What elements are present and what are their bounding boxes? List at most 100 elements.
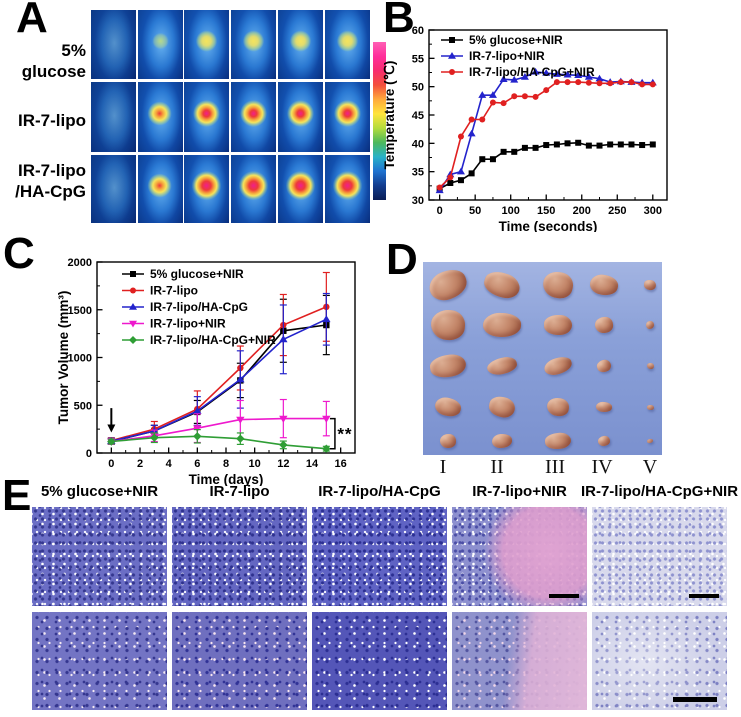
scale-bar [673, 697, 717, 702]
thermal-row-label: 5% glucose [21, 41, 86, 81]
tumor-specimen [428, 352, 468, 380]
thermal-image [91, 155, 136, 223]
scale-bar [689, 594, 719, 598]
svg-text:**: ** [337, 425, 352, 444]
thermal-image [137, 155, 183, 223]
thermal-image [277, 10, 323, 79]
legend-item: IR-7-lipo [150, 284, 198, 298]
scale-bar [549, 594, 579, 598]
thermal-image [324, 82, 370, 152]
panel-e-label: E [2, 471, 32, 520]
tumor-specimen [491, 433, 513, 449]
svg-text:300: 300 [644, 205, 662, 217]
svg-text:35: 35 [412, 167, 424, 179]
tumor-specimen [643, 279, 657, 291]
svg-text:200: 200 [573, 205, 591, 217]
svg-text:40: 40 [412, 138, 424, 150]
histology-image [592, 507, 727, 606]
thermal-row-label: IR-7-lipo [18, 111, 86, 130]
tumor-specimen [487, 394, 517, 420]
tumor-specimen [481, 268, 523, 302]
thermal-image [184, 10, 230, 79]
histology-image [592, 612, 727, 710]
tumor-specimen [543, 314, 573, 336]
tumor-specimen [545, 396, 571, 418]
svg-text:12: 12 [277, 458, 289, 470]
tumor-specimen [544, 431, 572, 451]
histology-image [32, 507, 167, 606]
thermal-image [184, 155, 230, 223]
tumor-specimen [595, 401, 613, 413]
roman-numeral-label: II [490, 456, 504, 478]
svg-text:1500: 1500 [68, 305, 92, 317]
svg-text:IR-7-lipo+NIR: IR-7-lipo+NIR [469, 49, 545, 63]
legend-item: 5% glucose+NIR [150, 267, 244, 281]
svg-text:50: 50 [412, 82, 424, 94]
thermal-image [137, 10, 183, 79]
roman-numeral-label: III [545, 456, 565, 478]
thermal-image [277, 82, 323, 152]
tumor-specimen [595, 358, 613, 374]
svg-text:6: 6 [194, 458, 200, 470]
thermal-image [324, 155, 370, 223]
tumor-specimen [588, 272, 620, 298]
histology-image [172, 612, 307, 710]
svg-text:45: 45 [412, 110, 424, 122]
svg-text:4: 4 [166, 458, 173, 470]
panel-a-label: A [16, 0, 48, 42]
svg-text:2: 2 [137, 458, 143, 470]
svg-text:14: 14 [306, 458, 319, 470]
histology-overlay [452, 612, 587, 710]
histology-header: IR-7-lipo/HA-CpG [318, 483, 441, 500]
svg-text:Time (days): Time (days) [189, 472, 264, 486]
roman-numeral-label: IV [591, 456, 613, 478]
thermal-image [324, 10, 370, 79]
histology-overlay [452, 507, 587, 606]
svg-text:55: 55 [412, 53, 424, 65]
tumor-specimen [542, 354, 574, 378]
temperature-chart: 0 50 100 150 200 250 300 30 35 40 45 50 55 60 Time (se… [382, 25, 668, 232]
svg-text:IR-7-lipo/HA-CpG+NIR: IR-7-lipo/HA-CpG+NIR [150, 333, 276, 347]
svg-text:10: 10 [249, 458, 261, 470]
histology-header: IR-7-lipo/HA-CpG+NIR [580, 483, 739, 500]
thermal-image [231, 10, 277, 79]
histology-image [312, 507, 447, 606]
svg-text:IR-7-lipo/HA-CpG: IR-7-lipo/HA-CpG [150, 300, 248, 314]
histology-image [452, 612, 587, 710]
thermal-image [277, 155, 323, 223]
roman-numeral-label: V [642, 456, 658, 478]
thermal-image [137, 82, 183, 152]
svg-text:0: 0 [437, 205, 443, 217]
legend-item: IR-7-lipo+NIR [469, 49, 545, 63]
legend-item: IR-7-lipo/HA-CpG+NIR [150, 333, 276, 347]
histology-image [312, 612, 447, 710]
svg-text:60: 60 [412, 25, 424, 37]
svg-text:5% glucose+NIR: 5% glucose+NIR [469, 33, 563, 47]
thermal-image [91, 82, 136, 152]
svg-text:1000: 1000 [68, 353, 92, 365]
tumor-specimen [482, 312, 522, 338]
histology-image [452, 507, 587, 606]
histology-header: IR-7-lipo [209, 483, 270, 500]
histology-image [172, 507, 307, 606]
panel-d-label: D [386, 235, 418, 284]
svg-text:50: 50 [469, 205, 481, 217]
tumor-specimen [429, 308, 467, 342]
histology-header: IR-7-lipo+NIR [472, 483, 567, 500]
svg-text:Temperature (℃): Temperature (℃) [382, 61, 397, 170]
svg-text:150: 150 [537, 205, 555, 217]
legend-item: 5% glucose+NIR [469, 33, 563, 47]
thermal-row-label: IR-7-lipo/HA-CpG [15, 161, 86, 201]
tumor-specimen [597, 435, 611, 447]
tumor-specimen [594, 316, 614, 334]
svg-text:100: 100 [502, 205, 520, 217]
tumor-specimen [540, 268, 576, 302]
svg-text:30: 30 [412, 195, 424, 207]
histology-overlay [592, 507, 727, 606]
tumor-specimen [645, 320, 655, 330]
legend-item: IR-7-lipo+NIR [150, 317, 226, 331]
svg-text:IR-7-lipo: IR-7-lipo [150, 284, 198, 298]
thermal-image [231, 155, 277, 223]
tumor-specimen [485, 354, 519, 378]
